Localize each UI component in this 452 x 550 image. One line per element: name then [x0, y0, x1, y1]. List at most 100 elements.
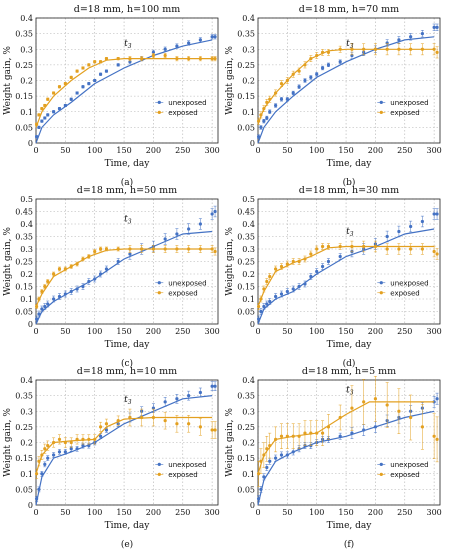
data-point	[104, 428, 109, 432]
y-tick-label: 0.2	[242, 439, 255, 448]
data-point	[285, 289, 289, 294]
data-point	[397, 247, 401, 251]
data-point	[409, 47, 413, 51]
data-point	[52, 110, 56, 114]
y-tick-label: 0	[28, 139, 33, 148]
data-point	[63, 103, 67, 108]
data-point	[256, 304, 261, 309]
chart-panel: d=18 mm, h=50 mm 0 0.05 0.1 0.15 0.2 0.25 0.3 0.…	[3, 185, 220, 369]
data-point	[309, 431, 313, 435]
data-point	[320, 431, 325, 435]
data-point	[116, 57, 120, 61]
y-tick-label: 0.3	[242, 407, 255, 416]
panel-caption: (c)	[121, 358, 133, 369]
x-tick-label: 0	[33, 508, 38, 517]
data-point	[265, 465, 269, 470]
legend-label: unexposed	[390, 99, 428, 107]
data-point	[265, 116, 269, 120]
data-point	[75, 91, 79, 95]
y-tick-label: 0.35	[15, 30, 33, 39]
data-point	[435, 397, 439, 401]
data-point	[262, 475, 266, 479]
y-tick-label: 0.35	[15, 392, 33, 401]
data-point	[116, 259, 120, 264]
data-point	[128, 415, 132, 420]
data-point	[274, 267, 278, 271]
data-point	[268, 274, 272, 279]
data-point	[37, 125, 41, 129]
data-point	[291, 450, 295, 454]
data-point	[362, 47, 366, 51]
plot-frame	[35, 379, 219, 506]
data-point	[309, 274, 313, 279]
data-point	[397, 409, 401, 413]
data-point	[213, 57, 217, 61]
y-tick-label: 0.3	[20, 45, 33, 54]
data-point	[303, 78, 307, 83]
data-point	[57, 450, 62, 454]
legend-label: exposed	[168, 471, 197, 479]
fit-line	[257, 36, 435, 144]
data-point	[104, 247, 109, 251]
data-point	[409, 415, 413, 420]
x-tick-label: 300	[426, 508, 441, 517]
chart-panel: d=18 mm, h=5 mm 0 0.05 0.1 0.15 0.2 0.25 0.3 0.3…	[225, 366, 442, 550]
data-point	[40, 289, 44, 294]
data-point	[140, 415, 144, 420]
data-point	[93, 437, 97, 441]
plot-frame	[257, 198, 441, 325]
legend-marker	[379, 472, 383, 476]
data-point	[63, 82, 67, 86]
legend-label: unexposed	[168, 461, 206, 469]
data-point	[104, 57, 109, 61]
y-tick-label: 0.15	[237, 92, 255, 101]
data-point	[213, 209, 217, 214]
y-tick-label: 0.3	[20, 407, 33, 416]
data-point	[279, 97, 284, 101]
annotation-t3: t3	[346, 227, 354, 238]
y-tick-label: 0.25	[237, 423, 255, 432]
x-tick-label: 200	[368, 146, 383, 155]
data-point	[98, 425, 103, 429]
legend-label: exposed	[390, 471, 419, 479]
data-point	[163, 419, 167, 423]
data-point	[63, 450, 67, 454]
legend-marker	[157, 281, 161, 285]
x-tick-label: 0	[33, 146, 38, 155]
y-tick-label: 0.15	[15, 283, 33, 292]
data-point	[274, 91, 278, 95]
data-point	[128, 57, 132, 61]
legend-label: exposed	[390, 109, 419, 117]
legend-marker	[157, 462, 161, 466]
data-point	[198, 57, 202, 61]
data-point	[116, 63, 120, 67]
data-point	[338, 434, 342, 438]
data-point	[291, 287, 295, 291]
data-point	[432, 212, 436, 216]
data-point	[274, 294, 278, 299]
data-point	[326, 63, 331, 67]
data-point	[420, 32, 424, 36]
data-point	[432, 25, 436, 29]
data-point	[40, 307, 44, 311]
x-tick-label: 250	[175, 508, 190, 517]
panel-caption: (f)	[344, 539, 354, 550]
y-tick-label: 0.45	[237, 208, 255, 217]
x-tick-label: 50	[60, 146, 70, 155]
y-tick-label: 0	[250, 501, 255, 510]
data-point	[175, 247, 179, 251]
data-point	[93, 277, 97, 281]
x-tick-label: 150	[116, 327, 131, 336]
x-tick-label: 200	[368, 508, 383, 517]
data-point	[265, 302, 269, 306]
data-point	[409, 224, 413, 229]
data-point	[303, 431, 307, 435]
data-point	[274, 456, 278, 460]
data-point	[350, 244, 354, 249]
data-point	[420, 247, 424, 251]
y-tick-label: 0.3	[242, 245, 255, 254]
y-tick-label: 0.05	[237, 123, 255, 132]
data-point	[259, 459, 263, 463]
data-point	[268, 110, 272, 114]
data-point	[81, 66, 85, 70]
